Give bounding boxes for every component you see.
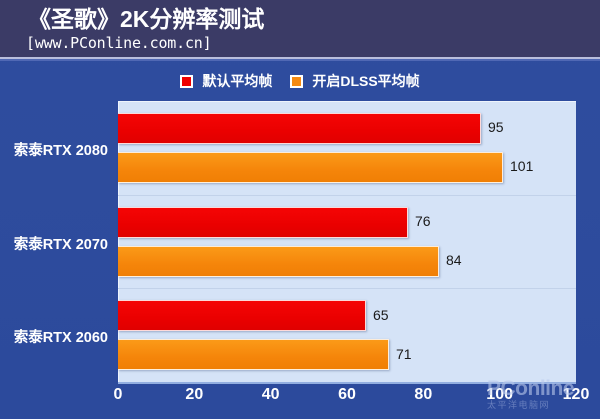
x-tick-0: 0 [113, 386, 123, 403]
source-url: [www.PConline.com.cn] [26, 34, 212, 52]
x-tick-60: 60 [338, 386, 356, 403]
legend-item-default: 默认平均帧 [180, 71, 272, 91]
group-separator [118, 194, 576, 196]
x-tick-40: 40 [261, 386, 280, 403]
legend-swatch-red-icon [180, 74, 194, 88]
legend-label-default: 默认平均帧 [202, 73, 273, 89]
legend-label-dlss: 开启DLSS平均帧 [312, 73, 420, 89]
bar-default-0 [118, 112, 481, 144]
category-label-2: 索泰RTX 2060 [13, 330, 108, 347]
x-tick-20: 20 [185, 386, 204, 403]
x-tick-120: 120 [562, 386, 590, 403]
legend-item-dlss: 开启DLSS平均帧 [290, 71, 420, 91]
bar-value-label: 84 [446, 252, 462, 268]
bar-dlss-0 [118, 151, 503, 183]
bar-value-label: 101 [510, 158, 534, 175]
category-label-0: 索泰RTX 2080 [13, 142, 108, 159]
bar-value-label: 95 [488, 119, 504, 136]
bar-value-label: 71 [396, 345, 412, 362]
bar-dlss-1 [118, 245, 439, 277]
x-tick-80: 80 [414, 386, 433, 403]
header-divider-light [0, 57, 600, 59]
header-divider-dark [0, 59, 600, 61]
x-axis-line [118, 382, 576, 384]
bar-default-1 [118, 206, 408, 238]
category-label-1: 索泰RTX 2070 [13, 236, 108, 253]
group-separator [118, 288, 576, 290]
plot-area: 95 101 76 84 65 71 [118, 101, 576, 382]
bar-value-label: 65 [373, 306, 389, 323]
bar-value-label: 76 [415, 213, 431, 229]
x-tick-100: 100 [486, 386, 514, 403]
legend-swatch-orange-icon [290, 74, 304, 88]
bar-dlss-2 [118, 339, 389, 371]
chart-legend: 默认平均帧 开启DLSS平均帧 [0, 71, 600, 91]
page-title: 《圣歌》2K分辨率测试 [28, 6, 265, 32]
header-band [0, 0, 600, 57]
bar-default-2 [118, 300, 366, 332]
